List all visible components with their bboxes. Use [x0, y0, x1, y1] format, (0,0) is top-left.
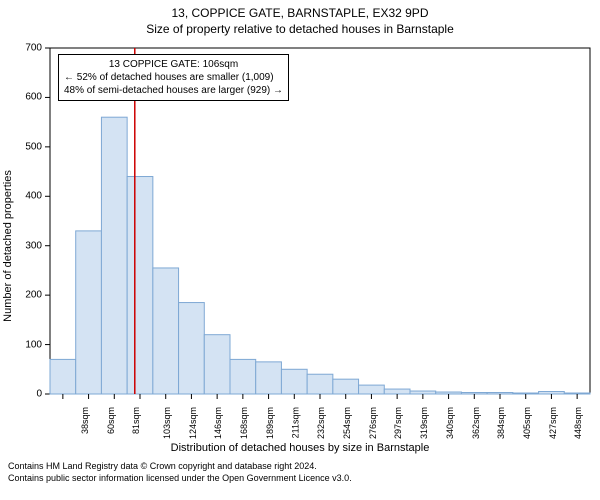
x-tick-label: 211sqm	[290, 407, 300, 438]
x-tick-label: 254sqm	[342, 407, 352, 439]
x-tick-label: 168sqm	[239, 407, 249, 439]
x-tick-label: 103sqm	[162, 407, 172, 439]
x-tick-label: 146sqm	[213, 407, 223, 439]
footer-line-2: Contains public sector information licen…	[8, 472, 592, 484]
x-tick-label: 362sqm	[471, 407, 481, 439]
x-tick-label: 448sqm	[573, 407, 583, 439]
x-tick-label: 81sqm	[131, 407, 141, 434]
histogram-chart: Number of detached properties Distributi…	[0, 36, 600, 456]
x-tick-label: 319sqm	[419, 407, 429, 439]
y-tick-label: 300	[0, 240, 42, 251]
x-tick-label: 189sqm	[265, 407, 275, 439]
annotation-box: 13 COPPICE GATE: 106sqm ← 52% of detache…	[58, 54, 289, 101]
x-tick-label: 124sqm	[188, 407, 198, 439]
y-tick-label: 600	[0, 92, 42, 103]
heading-subtitle: Size of property relative to detached ho…	[0, 22, 600, 36]
x-tick-label: 427sqm	[548, 407, 558, 439]
x-tick-label: 276sqm	[368, 407, 378, 439]
y-tick-label: 0	[0, 389, 42, 400]
y-tick-label: 400	[0, 191, 42, 202]
y-tick-label: 700	[0, 43, 42, 54]
y-tick-label: 100	[0, 339, 42, 350]
x-tick-label: 60sqm	[106, 407, 116, 434]
x-tick-label: 38sqm	[80, 407, 90, 434]
x-tick-label: 405sqm	[522, 407, 532, 439]
x-tick-label: 232sqm	[316, 407, 326, 439]
footer: Contains HM Land Registry data © Crown c…	[0, 456, 600, 484]
x-tick-label: 297sqm	[393, 407, 403, 439]
heading-address: 13, COPPICE GATE, BARNSTAPLE, EX32 9PD	[0, 6, 600, 20]
footer-line-1: Contains HM Land Registry data © Crown c…	[8, 460, 592, 472]
annotation-line-1: 13 COPPICE GATE: 106sqm	[64, 58, 283, 71]
y-tick-label: 200	[0, 290, 42, 301]
annotation-line-2: ← 52% of detached houses are smaller (1,…	[64, 71, 283, 84]
x-tick-label: 340sqm	[445, 407, 455, 439]
annotation-line-3: 48% of semi-detached houses are larger (…	[64, 84, 283, 97]
x-tick-label: 384sqm	[496, 407, 506, 439]
y-tick-label: 500	[0, 141, 42, 152]
